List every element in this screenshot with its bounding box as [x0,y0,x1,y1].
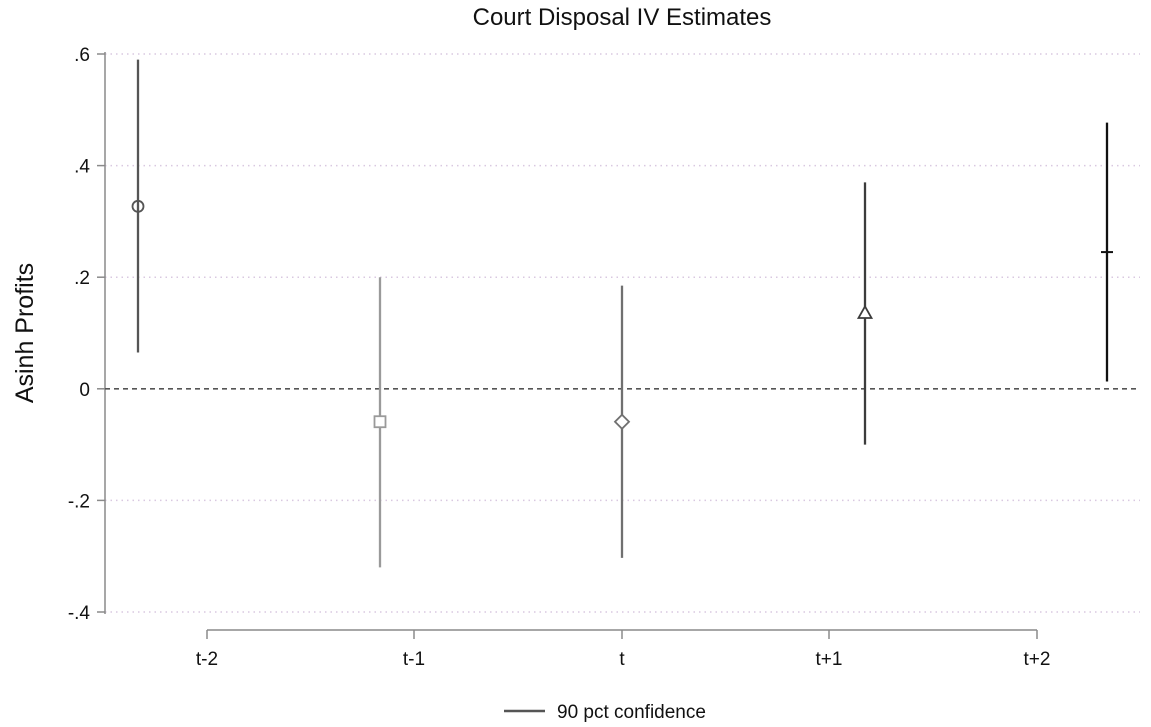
y-tick-label: .2 [74,268,90,289]
estimate-5 [1101,122,1113,382]
y-tick-label: .6 [74,45,90,66]
point-estimate-triangle [856,304,874,319]
estimate-2 [373,277,387,568]
x-tick-label: t+1 [816,649,843,670]
estimate-1 [131,59,145,353]
y-axis: .6 .4 .2 0 -.2 -.4 [68,45,106,624]
x-tick-label: t-1 [403,649,425,670]
y-tick-label: -.2 [68,491,90,512]
chart-title: Court Disposal IV Estimates [473,4,772,31]
point-estimate-square [373,415,387,429]
estimate-4 [856,182,874,445]
estimate-3 [613,285,631,558]
x-tick-label: t+2 [1024,649,1051,670]
x-tick-label: t [619,649,625,670]
y-tick-label: 0 [79,380,90,401]
x-axis: t-2 t-1 t t+1 t+2 [196,629,1051,670]
y-tick-label: .4 [74,157,90,178]
legend: 90 pct confidence [504,702,706,723]
y-axis-label: Asinh Profits [11,263,39,403]
estimates [131,59,1113,568]
y-tick-label: -.4 [68,603,91,624]
legend-label: 90 pct confidence [557,702,706,723]
x-tick-label: t-2 [196,649,218,670]
point-estimate-diamond [613,413,631,430]
point-estimate-circle [131,199,145,213]
